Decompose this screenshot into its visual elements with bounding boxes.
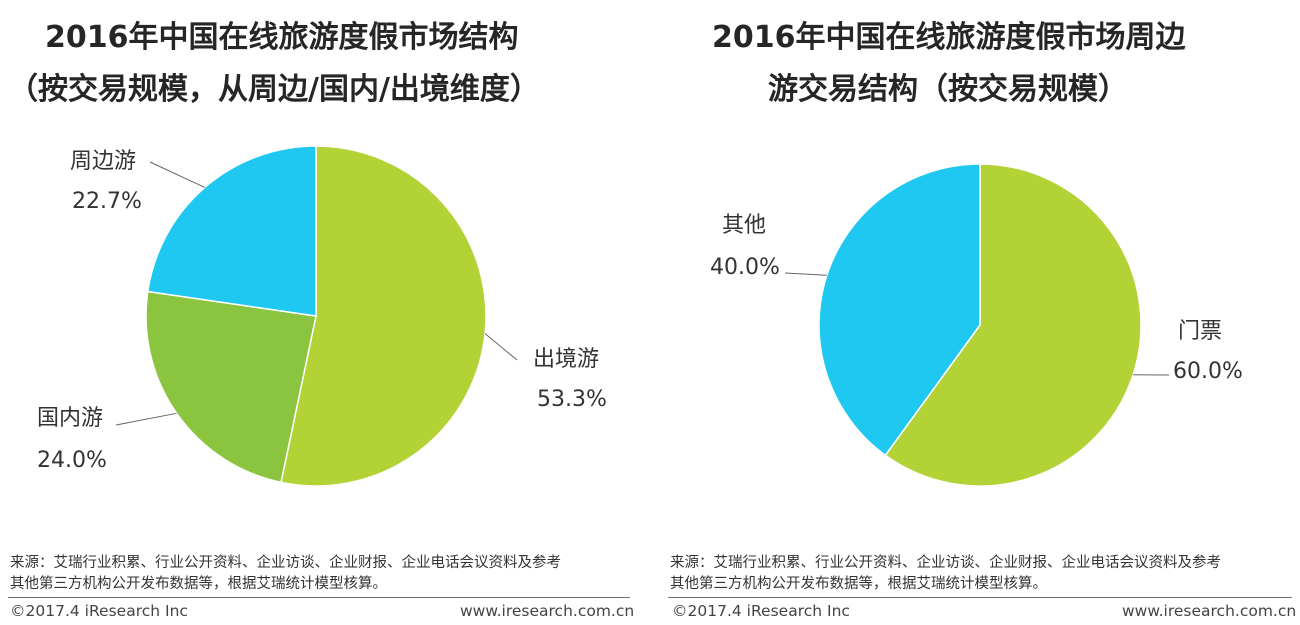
- slice-name-label: 国内游: [37, 406, 103, 431]
- chart-title-line2: 游交易结构（按交易规模）: [768, 72, 1128, 107]
- slice-name-label: 门票: [1178, 319, 1222, 344]
- slice-percent-label: 53.3%: [537, 387, 607, 412]
- pie-chart-short-trip-structure: 门票 60.0% 其他 40.0%: [710, 163, 1243, 487]
- website-text: www.iresearch.com.cn: [1122, 602, 1297, 620]
- copyright-text: ©2017.4 iResearch Inc: [10, 602, 188, 620]
- slice-percent-label: 60.0%: [1173, 359, 1243, 384]
- leader-line: [149, 161, 205, 188]
- source-note-line2: 其他第三方机构公开发布数据等，根据艾瑞统计模型核算。: [10, 576, 387, 592]
- source-note-line2: 其他第三方机构公开发布数据等，根据艾瑞统计模型核算。: [670, 576, 1047, 592]
- website-text: www.iresearch.com.cn: [460, 602, 635, 620]
- right-chart-panel: 2016年中国在线旅游度假市场周边 游交易结构（按交易规模） 门票 60.0% 其他…: [660, 0, 1300, 625]
- chart-title-line1: 2016年中国在线旅游度假市场周边: [712, 20, 1186, 55]
- leader-line: [484, 333, 518, 361]
- chart-title-line2: （按交易规模，从周边/国内/出境维度）: [8, 72, 540, 107]
- slice-name-label: 其他: [722, 213, 766, 238]
- slice-percent-label: 40.0%: [710, 255, 780, 280]
- slice-name-label: 出境游: [533, 347, 599, 372]
- footer-divider: [668, 597, 1292, 598]
- chart-title-line1: 2016年中国在线旅游度假市场结构: [45, 20, 519, 55]
- source-note-line1: 来源：艾瑞行业积累、行业公开资料、企业访谈、企业财报、企业电话会议资料及参考: [670, 555, 1221, 571]
- pie-slice: [818, 163, 981, 457]
- leader-line: [784, 272, 827, 276]
- pie-slice: [146, 145, 317, 317]
- slice-percent-label: 24.0%: [37, 448, 107, 473]
- slice-name-label: 周边游: [70, 149, 136, 174]
- copyright-text: ©2017.4 iResearch Inc: [672, 602, 850, 620]
- left-chart-panel: 2016年中国在线旅游度假市场结构 （按交易规模，从周边/国内/出境维度） 出境…: [8, 20, 635, 620]
- leader-line: [115, 412, 177, 426]
- pie-slice: [280, 145, 487, 487]
- pie-chart-market-structure: 出境游 53.3% 国内游 24.0% 周边游 22.7%: [37, 145, 607, 487]
- slice-percent-label: 22.7%: [72, 189, 142, 214]
- footer-divider: [8, 597, 630, 598]
- source-note-line1: 来源：艾瑞行业积累、行业公开资料、企业访谈、企业财报、企业电话会议资料及参考: [10, 555, 561, 571]
